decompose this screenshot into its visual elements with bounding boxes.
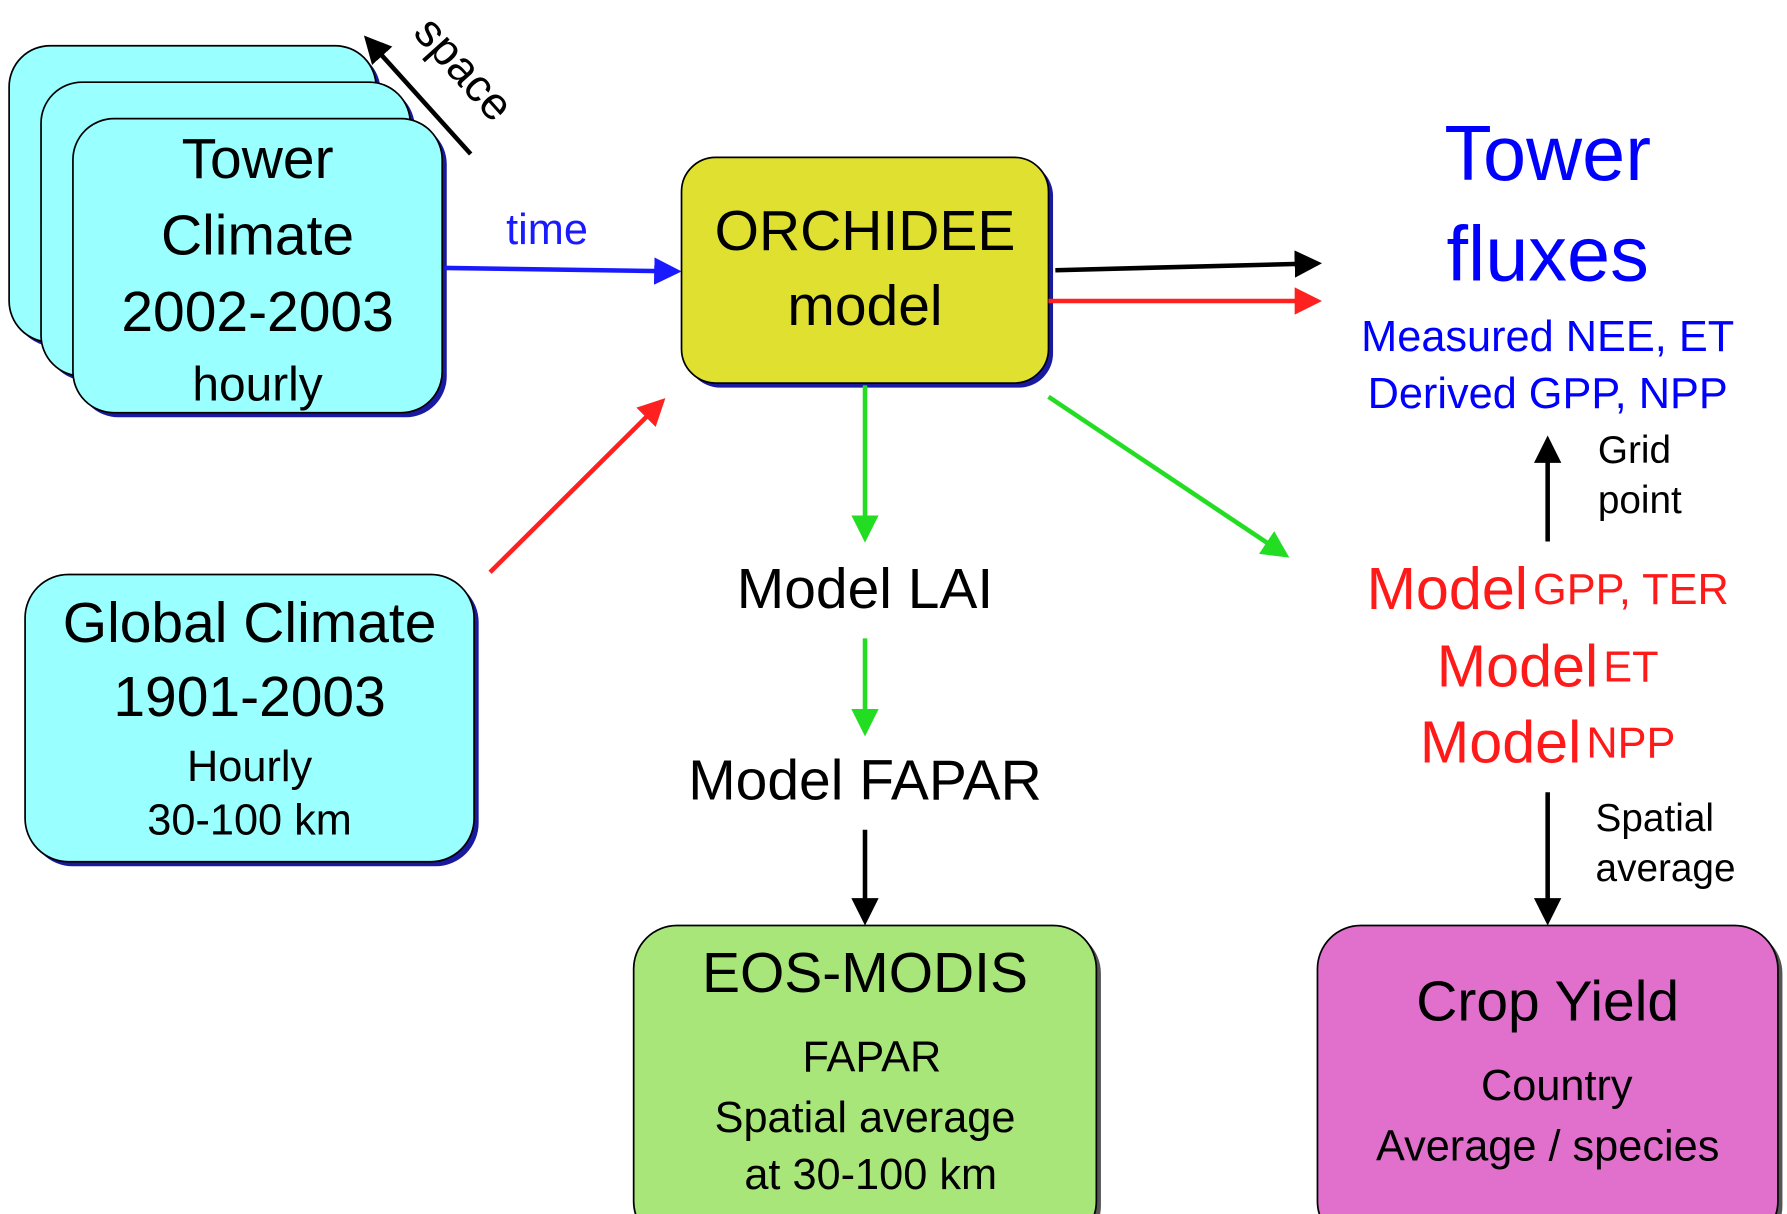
tower-fluxes: Tower fluxes Measured NEE, ET Derived GP… <box>1361 111 1734 418</box>
model-fapar: Model FAPAR <box>688 748 1042 812</box>
edge-label: Spatial <box>1596 797 1714 840</box>
node-text: 2002-2003 <box>121 280 393 344</box>
output-line: Model GPP, TER <box>1367 554 1729 621</box>
edge-label: time <box>506 206 588 254</box>
eos-modis-box: EOS-MODIS FAPAR Spatial average at 30-10… <box>632 924 1101 1214</box>
node-text: fluxes <box>1446 211 1648 297</box>
arrow <box>444 257 682 285</box>
crop-yield-box: Crop Yield Country Average / species <box>1316 924 1783 1214</box>
node-text: Hourly <box>187 743 312 791</box>
node-text: Global Climate <box>63 591 437 655</box>
node-text: at 30-100 km <box>744 1151 997 1199</box>
output-line: Model ET <box>1437 632 1659 699</box>
output-var: ET <box>1603 644 1658 692</box>
arrow <box>1055 250 1323 278</box>
node-text: Tower <box>182 127 334 191</box>
edge-label: average <box>1596 847 1736 890</box>
node-text: FAPAR <box>802 1033 941 1081</box>
node-text: ORCHIDEE <box>715 199 1016 263</box>
arrow <box>363 35 473 156</box>
output-var: GPP, TER <box>1533 566 1729 614</box>
node-text: 30-100 km <box>147 796 352 844</box>
node-text: Tower <box>1444 111 1651 197</box>
arrow <box>488 398 666 574</box>
tower-climate-stack: Tower Climate 2002-2003 hourly <box>8 44 447 418</box>
edge-label: point <box>1598 479 1682 522</box>
orchidee-box: ORCHIDEE model <box>680 156 1054 388</box>
node-text: Average / species <box>1376 1122 1719 1170</box>
node-text: Spatial average <box>715 1094 1016 1142</box>
output-line: Model NPP <box>1420 708 1675 775</box>
node-text: Derived GPP, NPP <box>1368 370 1728 418</box>
node-text: EOS-MODIS <box>702 941 1028 1005</box>
arrow <box>1047 394 1290 558</box>
node-text: hourly <box>192 358 322 411</box>
output-var: NPP <box>1586 720 1675 768</box>
node-text: Measured NEE, ET <box>1361 313 1734 361</box>
edge-label: space <box>404 6 523 131</box>
output-word: Model <box>1420 708 1581 775</box>
output-word: Model <box>1367 554 1528 621</box>
node-text: Country <box>1481 1062 1633 1110</box>
node-text: 1901-2003 <box>113 665 385 729</box>
node-text: Climate <box>161 204 354 268</box>
node-text: model <box>787 274 942 338</box>
global-climate-box: Global Climate 1901-2003 Hourly 30-100 k… <box>24 573 479 867</box>
model-lai: Model LAI <box>737 557 994 621</box>
node-text: Crop Yield <box>1416 969 1679 1033</box>
model-outputs: Model GPP, TER Model ET Model NPP <box>1367 554 1729 775</box>
edge-label: Grid <box>1598 429 1671 472</box>
output-word: Model <box>1437 632 1598 699</box>
